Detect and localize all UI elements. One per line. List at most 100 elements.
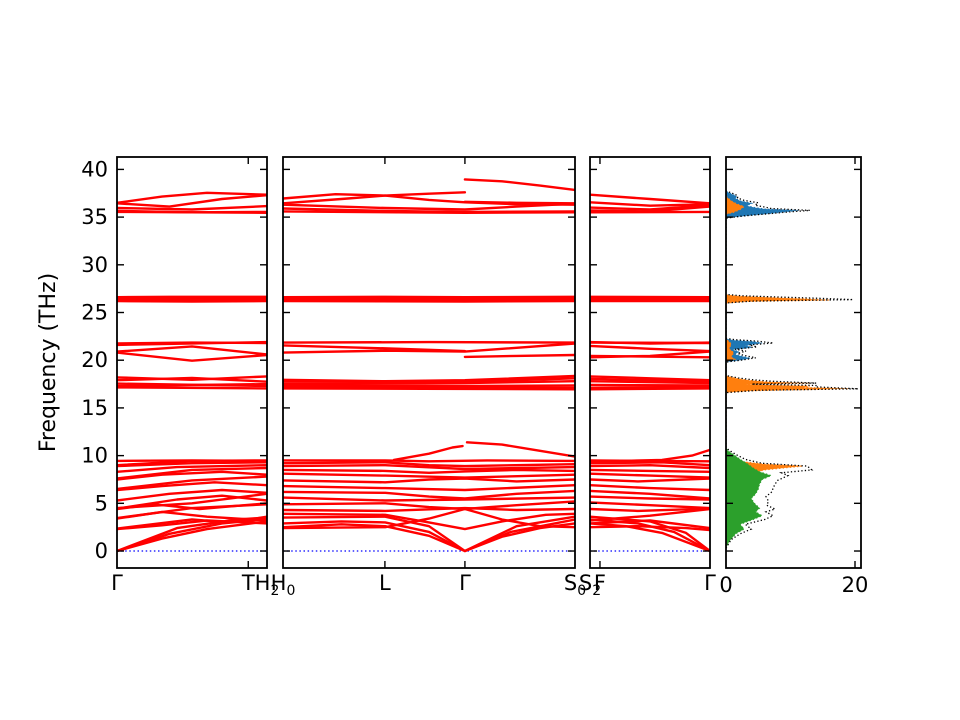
dos-line-total-dos <box>726 190 859 549</box>
phonon-band-line <box>590 507 710 522</box>
phonon-band-line <box>283 387 575 391</box>
phonon-band-line <box>117 475 267 491</box>
k-point-label: S2 <box>579 571 601 599</box>
phonon-band-line <box>283 506 575 513</box>
phonon-band-line <box>283 522 575 553</box>
phonon-band-line <box>590 495 710 501</box>
y-tick-label: 25 <box>81 301 108 325</box>
k-point-label: Γ <box>704 571 716 595</box>
k-point-label: H2 <box>255 571 280 599</box>
phonon-band-line <box>117 459 267 463</box>
phonon-band-line <box>283 477 575 484</box>
dos-fill-partial-dos-3 <box>726 447 773 549</box>
k-point-label: T <box>241 571 255 595</box>
k-point-label: F <box>594 571 606 595</box>
phonon-band-line <box>590 468 710 473</box>
phonon-band-line <box>590 501 710 510</box>
dos-tick-label: 20 <box>842 573 869 597</box>
y-tick-label: 15 <box>81 396 108 420</box>
phonon-band-line <box>590 377 710 383</box>
y-axis-label: Frequency (THz) <box>36 273 61 452</box>
phonon-band-line <box>283 342 575 354</box>
phonon-band-line <box>283 484 575 492</box>
phonon-band-line <box>590 383 710 387</box>
panel-gamma-T-H2-frame <box>116 156 268 569</box>
phonon-band-line <box>590 519 710 530</box>
phonon-band-line <box>590 522 710 553</box>
y-tick-label: 35 <box>81 205 108 229</box>
phonon-band-line <box>117 481 267 492</box>
phonon-band-line <box>283 380 575 386</box>
phonon-band-line <box>590 340 710 345</box>
dos-panel-frame <box>725 156 862 569</box>
phonon-band-line <box>590 461 710 467</box>
phonon-band-line <box>392 444 464 462</box>
phonon-band-line <box>590 385 710 390</box>
phonon-band-line <box>117 191 267 205</box>
phonon-band-line <box>117 464 267 473</box>
phonon-band-line <box>590 525 710 532</box>
phonon-band-line <box>283 496 575 502</box>
phonon-band-line <box>463 200 575 205</box>
phonon-band-line <box>117 461 267 468</box>
phonon-band-line <box>117 492 267 510</box>
y-tick-label: 30 <box>81 253 108 277</box>
phonon-band-line <box>590 489 710 500</box>
phonon-band-line <box>465 441 575 458</box>
phonon-band-line <box>590 448 710 463</box>
phonon-band-line <box>283 512 575 531</box>
phonon-band-line <box>283 459 575 463</box>
phonon-band-line <box>463 178 575 192</box>
phonon-band-line <box>117 494 267 510</box>
phonon-band-line <box>283 340 575 344</box>
phonon-band-line <box>283 202 575 211</box>
phonon-band-line <box>117 488 267 502</box>
phonon-band-line <box>590 298 710 302</box>
phonon-band-line <box>283 384 575 388</box>
phonon-band-line <box>117 386 267 390</box>
phonon-band-line <box>590 387 710 391</box>
phonon-band-line <box>283 298 575 302</box>
phonon-band-line <box>590 203 710 211</box>
dos-fill-partial-dos-1 <box>726 190 799 519</box>
phonon-band-line <box>590 380 710 385</box>
phonon-band-line <box>590 484 710 492</box>
phonon-band-line <box>590 375 710 382</box>
phonon-band-line <box>283 191 467 205</box>
phonon-band-line <box>283 207 575 214</box>
phonon-band-line <box>283 344 467 353</box>
k-point-label: Γ <box>459 571 471 595</box>
phonon-band-line <box>283 468 575 474</box>
phonon-band-line <box>590 354 710 359</box>
phonon-band-line <box>283 500 575 511</box>
phonon-band-line <box>283 464 575 471</box>
phonon-band-line <box>283 385 575 390</box>
phonon-band-line <box>590 201 710 207</box>
y-tick-label: 40 <box>81 157 108 181</box>
phonon-band-line <box>283 489 575 500</box>
phonon-band-line <box>117 209 267 214</box>
dos-tick-label: 0 <box>719 573 732 597</box>
panel-S2-F-gamma-frame <box>589 156 711 569</box>
y-tick-label: 5 <box>95 491 108 515</box>
phonon-band-line <box>590 472 710 479</box>
phonon-band-line <box>117 193 267 208</box>
k-point-label: H0 <box>271 571 296 599</box>
phonon-band-line <box>283 518 575 553</box>
phonon-band-line <box>590 477 710 483</box>
phonon-band-line <box>117 297 267 300</box>
phonon-band-line <box>117 351 267 362</box>
phonon-band-line <box>590 464 710 470</box>
phonon-band-line <box>117 298 267 302</box>
phonon-band-line <box>283 472 575 479</box>
phonon-band-line <box>590 205 710 213</box>
phonon-band-line <box>590 344 710 353</box>
phonon-band-line <box>117 204 267 211</box>
phonon-band-line <box>117 375 267 381</box>
phonon-band-line <box>590 193 710 205</box>
phonon-band-line <box>117 376 267 383</box>
panel-H0-L-gamma-S0-frame <box>282 156 576 569</box>
phonon-band-line <box>117 466 267 480</box>
y-tick-label: 0 <box>95 539 108 563</box>
